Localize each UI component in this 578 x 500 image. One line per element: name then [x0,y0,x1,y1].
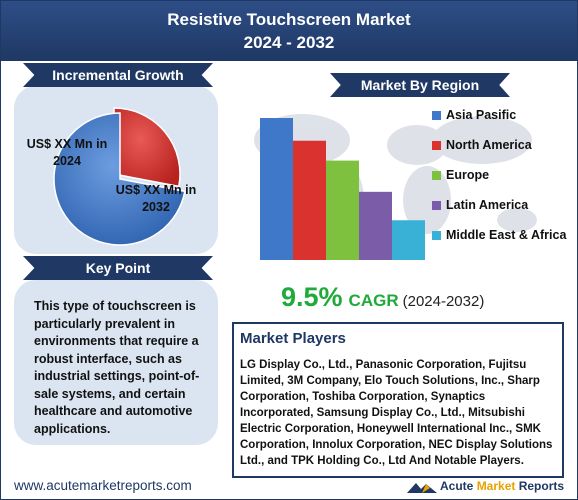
market-by-region-ribbon: Market By Region [330,73,510,97]
pie-label-2032: US$ XX Mn in 2032 [115,183,197,214]
logo-text-acute: Acute [440,479,474,493]
region-bar-chart [254,114,537,260]
legend-item-latin-america: Latin America [432,198,566,228]
region-bar-europe [326,160,359,260]
legend-item-asia-pacific: Asia Pasific [432,108,566,138]
logo-mountain-icon [407,482,437,493]
legend-swatch [432,171,441,180]
legend-label: Latin America [446,198,529,212]
logo-text-market: Market [476,479,516,493]
website-url[interactable]: www.acutemarketreports.com [14,478,192,493]
legend-label: Middle East & Africa [446,228,567,242]
region-legend: Asia Pasific North America Europe Latin … [432,108,566,258]
key-point-ribbon: Key Point [23,256,213,280]
title-line-2: 2024 - 2032 [243,33,335,52]
legend-swatch [432,231,441,240]
legend-item-middle-east-africa: Middle East & Africa [432,228,566,258]
market-players-panel: Market Players LG Display Co., Ltd., Pan… [232,322,564,478]
legend-swatch [432,201,441,210]
market-players-title: Market Players [240,330,346,347]
region-bar-asia-pasific [260,118,293,260]
cagr-period: (2024-2032) [402,293,485,310]
legend-label: North America [446,138,532,152]
legend-item-north-america: North America [432,138,566,168]
region-bar-latin-america [359,191,392,260]
key-point-panel: This type of touchscreen is particularly… [14,280,218,445]
cagr-value: 9.5% [281,282,343,312]
legend-label: Asia Pasific [446,108,517,122]
logo-text-reports: Reports [518,479,565,493]
title-line-1: Resistive Touchscreen Market [167,10,411,29]
region-bar-north-america [293,140,326,260]
pie-slice-2032 [53,112,186,246]
cagr-label: CAGR [348,291,399,310]
pie-slice-2024 [113,107,181,188]
pie-label-2024: US$ XX Mn in 2024 [26,137,108,168]
incremental-growth-ribbon: Incremental Growth [23,63,213,87]
key-point-text: This type of touchscreen is particularly… [34,299,200,436]
market-players-text: LG Display Co., Ltd., Panasonic Corporat… [240,359,553,467]
legend-label: Europe [446,168,490,182]
legend-swatch [432,141,441,150]
header-banner: Resistive Touchscreen Market 2024 - 2032 [1,1,577,61]
incremental-pie-chart [53,107,186,246]
region-bar-middle-east-africa [392,220,425,260]
cagr-block: 9.5% CAGR (2024-2032) [281,282,484,313]
brand-logo: Acute Market Reports [407,479,564,493]
legend-item-europe: Europe [432,168,566,198]
legend-swatch [432,111,441,120]
